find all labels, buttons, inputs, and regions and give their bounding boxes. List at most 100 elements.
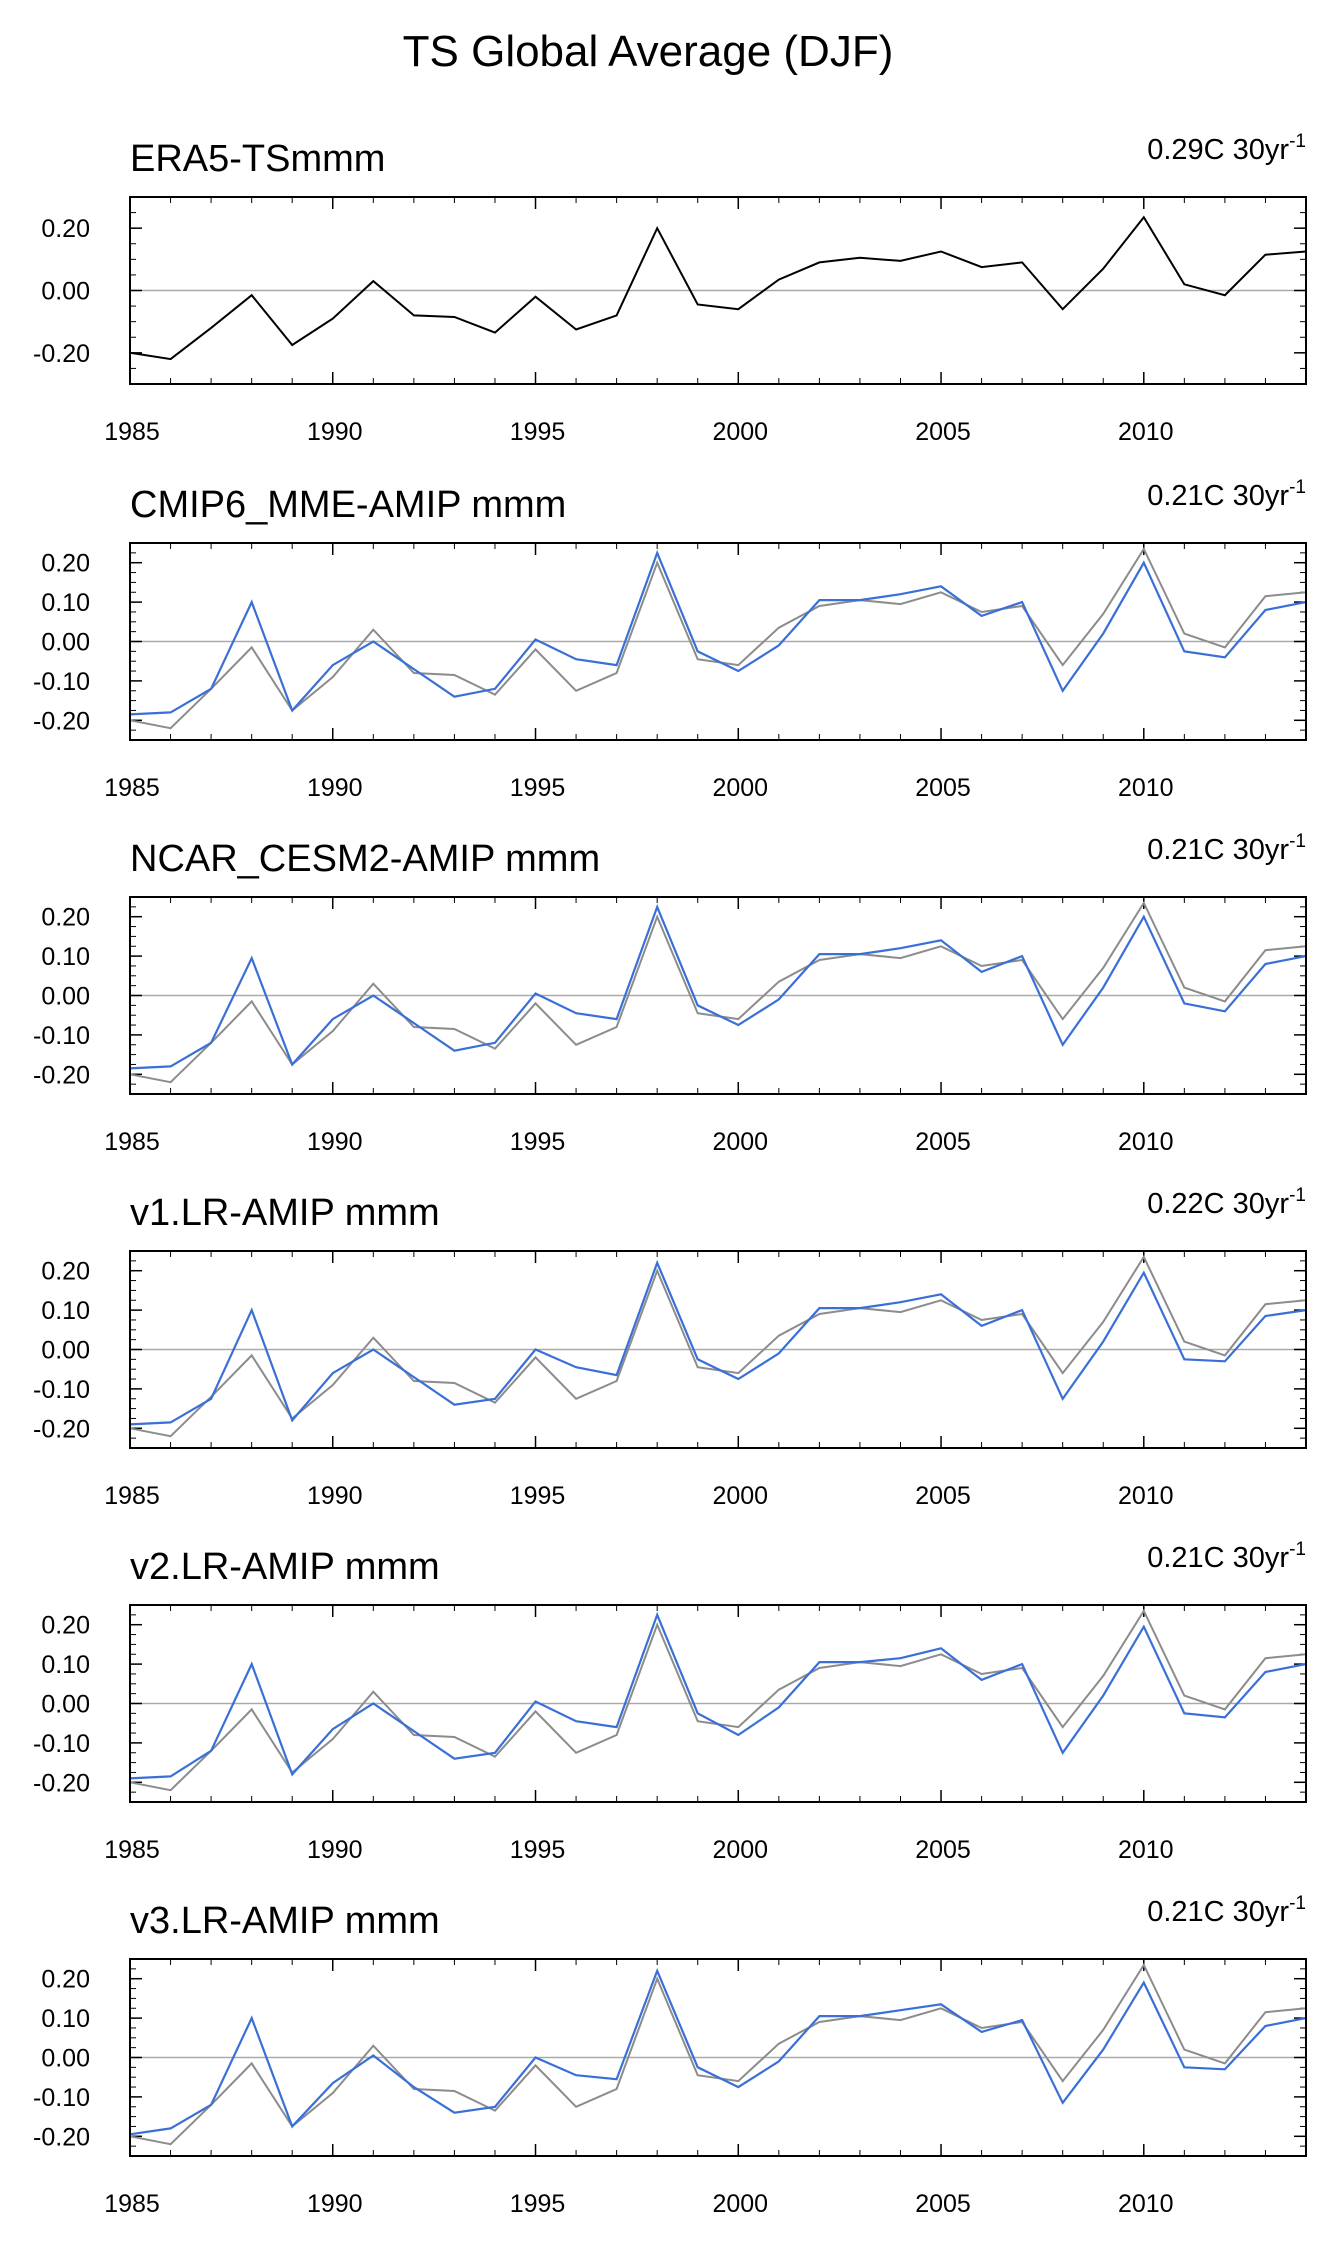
trend-exponent: -1 (1289, 477, 1306, 498)
x-tick-label: 1985 (104, 1128, 160, 1156)
trend-value: 0.21C 30yr (1147, 834, 1289, 866)
trend-exponent: -1 (1289, 831, 1306, 852)
x-tick-label: 1985 (104, 2190, 160, 2218)
series-line-model (129, 903, 1307, 1070)
y-tick-label: -0.20 (33, 340, 90, 368)
y-tick-label: 0.10 (41, 589, 90, 617)
y-tick-label: 0.20 (41, 1258, 90, 1286)
y-tick-label: -0.20 (33, 2123, 90, 2151)
x-tick-label: 2010 (1118, 2190, 1174, 2218)
series-line-model (129, 1259, 1307, 1426)
y-tick-label: 0.20 (41, 1612, 90, 1640)
trend-value: 0.21C 30yr (1147, 1542, 1289, 1574)
panel-title: v1.LR-AMIP mmm (130, 1192, 440, 1234)
series-line-observed_ref (129, 1254, 1307, 1438)
y-tick-label: 0.00 (41, 983, 90, 1011)
series-line-observed_ref (129, 546, 1307, 730)
x-tick-label: 1990 (307, 2190, 363, 2218)
trend-label: 0.21C 30yr-1 (1147, 831, 1306, 866)
x-tick-label: 1995 (510, 1836, 566, 1864)
figure-title: TS Global Average (DJF) (403, 27, 894, 76)
plot-frame (129, 896, 1307, 1095)
x-tick-label: 2000 (712, 774, 768, 802)
panel-5: v2.LR-AMIP mmm 0.21C 30yr-1 -0.20 -0.10 0.00… (33, 1539, 1307, 1864)
series-line-observed_ref (129, 1962, 1307, 2146)
x-tick-label: 1995 (510, 774, 566, 802)
y-tick-label: 0.20 (41, 1966, 90, 1994)
x-tick-label: 2000 (712, 1128, 768, 1156)
trend-exponent: -1 (1289, 131, 1306, 152)
x-tick-label: 1990 (307, 774, 363, 802)
x-tick-label: 2010 (1118, 1836, 1174, 1864)
y-tick-label: 0.20 (41, 215, 90, 243)
y-tick-label: 0.00 (41, 2045, 90, 2073)
y-tick-label: 0.20 (41, 904, 90, 932)
trend-label: 0.21C 30yr-1 (1147, 1893, 1306, 1928)
x-tick-label: 2005 (915, 1836, 971, 1864)
plot-frame (129, 196, 1307, 385)
x-tick-label: 2010 (1118, 1128, 1174, 1156)
y-tick-label: -0.10 (33, 1022, 90, 1050)
x-tick-label: 2005 (915, 774, 971, 802)
series-line-observed_ref (129, 1608, 1307, 1792)
x-tick-label: 2005 (915, 1482, 971, 1510)
x-tick-label: 1990 (307, 1128, 363, 1156)
x-tick-label: 2005 (915, 418, 971, 446)
y-tick-label: 0.00 (41, 629, 90, 657)
panel-3: NCAR_CESM2-AMIP mmm 0.21C 30yr-1 -0.20 -0.1… (33, 831, 1307, 1156)
y-tick-label: -0.20 (33, 1769, 90, 1797)
trend-value: 0.21C 30yr (1147, 480, 1289, 512)
panel-1: ERA5-TSmmm 0.29C 30yr-1 -0.20 0.00 0.20 1985 1… (33, 131, 1307, 446)
y-tick-label: 0.00 (41, 278, 90, 306)
x-tick-label: 1985 (104, 1482, 160, 1510)
trend-exponent: -1 (1289, 1185, 1306, 1206)
series-line-model (129, 549, 1307, 716)
x-tick-label: 2000 (712, 418, 768, 446)
panel-2: CMIP6_MME-AMIP mmm 0.21C 30yr-1 -0.20 -0.10… (33, 477, 1307, 802)
series-line-observed_ref (129, 900, 1307, 1084)
y-tick-label: 0.20 (41, 550, 90, 578)
x-tick-label: 1985 (104, 418, 160, 446)
x-tick-label: 2010 (1118, 1482, 1174, 1510)
y-tick-label: -0.10 (33, 1376, 90, 1404)
panel-title: NCAR_CESM2-AMIP mmm (130, 838, 600, 880)
panel-6: v3.LR-AMIP mmm 0.21C 30yr-1 -0.20 -0.10 0.00… (33, 1893, 1307, 2218)
x-tick-label: 1995 (510, 1482, 566, 1510)
series-line-observed (129, 215, 1307, 361)
x-tick-label: 1985 (104, 774, 160, 802)
plot-frame (129, 1958, 1307, 2157)
panel-4: v1.LR-AMIP mmm 0.22C 30yr-1 -0.20 -0.10 0.00… (33, 1185, 1307, 1510)
x-tick-label: 2010 (1118, 774, 1174, 802)
y-tick-label: -0.10 (33, 1730, 90, 1758)
x-tick-label: 1995 (510, 1128, 566, 1156)
y-tick-label: 0.10 (41, 1297, 90, 1325)
x-tick-label: 2000 (712, 2190, 768, 2218)
x-tick-label: 1990 (307, 1836, 363, 1864)
trend-value: 0.21C 30yr (1147, 1896, 1289, 1928)
x-tick-label: 2005 (915, 1128, 971, 1156)
series-line-model (129, 1967, 1307, 2136)
x-tick-label: 2000 (712, 1482, 768, 1510)
trend-value: 0.22C 30yr (1147, 1188, 1289, 1220)
x-tick-label: 2000 (712, 1836, 768, 1864)
x-tick-label: 2005 (915, 2190, 971, 2218)
plot-frame (129, 1250, 1307, 1449)
trend-value: 0.29C 30yr (1147, 134, 1289, 166)
panel-title: v2.LR-AMIP mmm (130, 1546, 440, 1588)
y-tick-label: 0.00 (41, 1691, 90, 1719)
trend-label: 0.21C 30yr-1 (1147, 477, 1306, 512)
trend-label: 0.29C 30yr-1 (1147, 131, 1306, 166)
y-tick-label: -0.20 (33, 1061, 90, 1089)
series-line-model (129, 1611, 1307, 1780)
trend-label: 0.21C 30yr-1 (1147, 1539, 1306, 1574)
x-tick-label: 1990 (307, 1482, 363, 1510)
plot-frame (129, 542, 1307, 741)
panel-title: ERA5-TSmmm (130, 138, 385, 180)
panel-title: CMIP6_MME-AMIP mmm (130, 484, 566, 526)
y-tick-label: 0.10 (41, 1651, 90, 1679)
y-tick-label: -0.20 (33, 707, 90, 735)
y-tick-label: 0.10 (41, 2005, 90, 2033)
x-tick-label: 2010 (1118, 418, 1174, 446)
trend-exponent: -1 (1289, 1893, 1306, 1914)
